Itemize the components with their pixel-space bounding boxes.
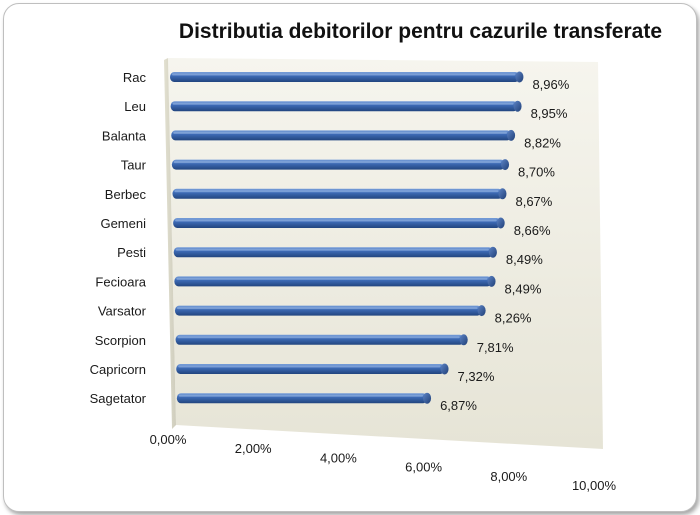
bar-cap-leu (513, 100, 522, 112)
bar-cap-balanta (507, 129, 516, 141)
x-tick-label: 0,00% (150, 432, 187, 447)
value-label-berbec: 8,67% (515, 194, 552, 209)
category-label-leu: Leu (124, 99, 146, 114)
bar-highlight (177, 336, 460, 339)
category-label-balanta: Balanta (102, 128, 147, 143)
category-label-pesti: Pesti (117, 245, 146, 260)
bar-highlight (174, 190, 499, 193)
bar-cap-berbec (498, 188, 507, 200)
category-label-scorpion: Scorpion (95, 333, 146, 348)
value-label-sagetator: 6,87% (440, 398, 477, 413)
category-label-sagetator: Sagetator (90, 391, 147, 406)
value-label-capricorn: 7,32% (458, 369, 495, 384)
category-label-rac: Rac (123, 70, 147, 85)
value-label-varsator: 8,26% (495, 311, 532, 326)
bar-highlight (178, 365, 441, 368)
bar-cap-scorpion (459, 334, 468, 346)
value-label-pesti: 8,49% (506, 252, 543, 267)
x-tick-label: 4,00% (320, 450, 357, 465)
value-label-rac: 8,96% (532, 77, 569, 92)
chart-title: Distributia debitorilor pentru cazurile … (178, 20, 662, 43)
bar-cap-fecioara (487, 275, 496, 287)
category-label-berbec: Berbec (105, 187, 147, 202)
bar-highlight (175, 248, 489, 251)
chart-side-wall (164, 58, 176, 429)
bar-cap-varsator (477, 305, 486, 317)
bar-highlight (176, 307, 478, 310)
value-label-fecioara: 8,49% (505, 281, 542, 296)
bar-highlight (175, 219, 497, 222)
bar-highlight (172, 102, 514, 105)
value-label-leu: 8,95% (531, 106, 568, 121)
x-tick-label: 8,00% (490, 469, 527, 484)
category-label-fecioara: Fecioara (95, 274, 146, 289)
bar-cap-taur (501, 159, 510, 171)
bar-cap-gemeni (496, 217, 505, 229)
value-label-balanta: 8,82% (524, 135, 561, 150)
category-label-taur: Taur (121, 158, 147, 173)
value-label-taur: 8,70% (518, 165, 555, 180)
value-label-scorpion: 7,81% (477, 340, 514, 355)
bar-highlight (173, 131, 508, 134)
category-label-gemeni: Gemeni (100, 216, 146, 231)
bar-cap-sagetator (423, 392, 432, 404)
bar-highlight (173, 161, 502, 164)
category-label-capricorn: Capricorn (90, 362, 146, 377)
x-tick-label: 6,00% (405, 460, 442, 475)
x-tick-label: 10,00% (572, 478, 617, 493)
bar-cap-capricorn (440, 363, 449, 375)
value-label-gemeni: 8,66% (514, 223, 551, 238)
category-label-varsator: Varsator (98, 304, 147, 319)
bar-highlight (178, 394, 424, 397)
bar-highlight (172, 73, 516, 76)
bar-cap-pesti (488, 246, 497, 258)
bar-highlight (176, 277, 488, 280)
x-tick-label: 2,00% (235, 441, 272, 456)
bar-cap-rac (515, 71, 524, 83)
